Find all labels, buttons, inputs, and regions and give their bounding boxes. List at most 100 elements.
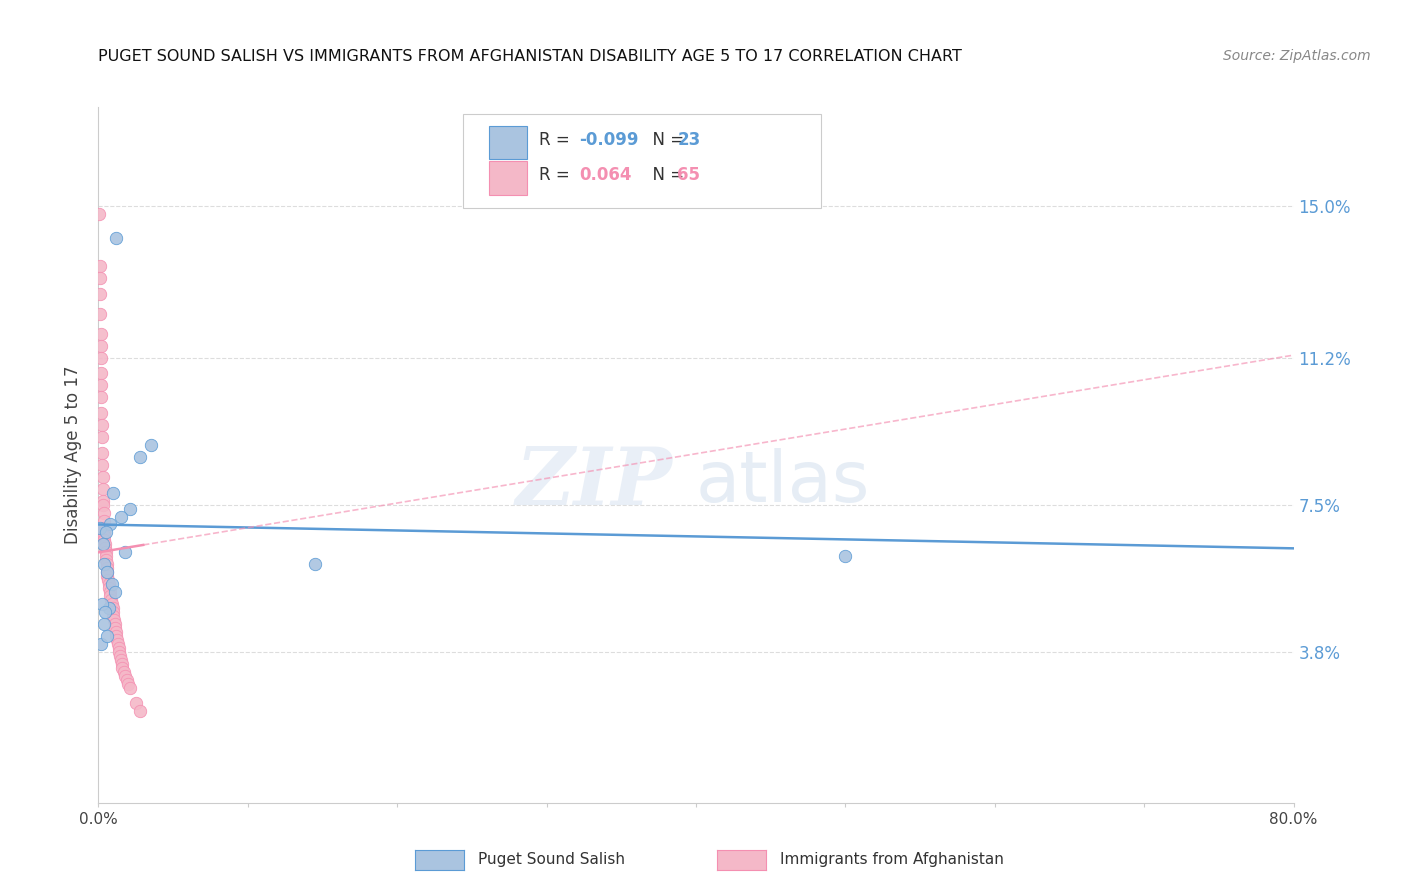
Text: 23: 23 [678, 131, 700, 149]
Point [90, 367, 112, 381]
Text: Puget Sound Salish: Puget Sound Salish [478, 853, 626, 867]
Point [91, 537, 114, 551]
Point [93, 525, 115, 540]
Point [98, 585, 121, 599]
Point [139, 438, 162, 452]
Point [90, 418, 112, 433]
Text: R =: R = [540, 131, 575, 149]
Point [94, 545, 117, 559]
Point [105, 632, 128, 647]
Point [104, 624, 127, 639]
Point [93, 506, 115, 520]
Point [96, 629, 118, 643]
Bar [489, 126, 527, 160]
Point [107, 640, 129, 655]
Point [104, 616, 127, 631]
Text: PUGET SOUND SALISH VS IMMIGRANTS FROM AFGHANISTAN DISABILITY AGE 5 TO 17 CORRELA: PUGET SOUND SALISH VS IMMIGRANTS FROM AF… [98, 49, 962, 64]
Point [91, 482, 114, 496]
Point [103, 605, 125, 619]
Point [97, 581, 120, 595]
Text: N =: N = [643, 166, 689, 184]
Point [96, 569, 118, 583]
Point [104, 585, 127, 599]
Text: Immigrants from Afghanistan: Immigrants from Afghanistan [780, 853, 1004, 867]
Point [103, 613, 125, 627]
Point [98, 589, 122, 603]
Text: Source: ZipAtlas.com: Source: ZipAtlas.com [1223, 49, 1371, 63]
Text: -0.099: -0.099 [579, 131, 638, 149]
Point [89, 207, 111, 221]
Point [110, 509, 132, 524]
Point [90, 390, 112, 404]
Point [114, 668, 136, 682]
Point [94, 605, 117, 619]
Point [89, 271, 111, 285]
Point [91, 470, 114, 484]
Point [90, 378, 112, 392]
Point [91, 493, 114, 508]
Point [90, 338, 112, 352]
Text: ZIP: ZIP [515, 444, 672, 522]
Point [112, 665, 135, 679]
Point [91, 597, 114, 611]
Point [96, 565, 118, 579]
Point [89, 259, 111, 273]
Point [110, 657, 132, 671]
Point [93, 558, 115, 572]
Point [89, 307, 111, 321]
Point [90, 351, 112, 365]
Point [103, 609, 125, 624]
Point [834, 549, 856, 564]
Point [94, 549, 117, 564]
Bar [489, 161, 527, 194]
Point [129, 704, 152, 718]
Point [93, 521, 115, 535]
Text: R =: R = [540, 166, 581, 184]
Point [94, 537, 117, 551]
Point [94, 541, 117, 556]
Point [107, 637, 129, 651]
Point [118, 501, 141, 516]
Point [91, 446, 114, 460]
Point [114, 545, 136, 559]
Point [104, 621, 127, 635]
Text: 65: 65 [678, 166, 700, 184]
Text: atlas: atlas [696, 449, 870, 517]
Point [101, 577, 124, 591]
Point [90, 406, 112, 420]
Point [117, 676, 139, 690]
Point [98, 517, 122, 532]
Point [101, 597, 124, 611]
Point [93, 533, 115, 548]
Point [97, 573, 120, 587]
Point [105, 231, 128, 245]
Point [91, 458, 114, 472]
Point [110, 653, 132, 667]
Point [93, 616, 115, 631]
Point [115, 673, 138, 687]
Point [89, 521, 111, 535]
Point [108, 648, 131, 663]
Point [89, 286, 111, 301]
Point [105, 629, 128, 643]
Point [91, 430, 114, 444]
Text: 0.064: 0.064 [579, 166, 631, 184]
Point [94, 553, 117, 567]
Point [94, 525, 117, 540]
Point [96, 565, 118, 579]
Point [100, 593, 122, 607]
Point [97, 601, 120, 615]
Point [129, 450, 152, 464]
Point [101, 601, 124, 615]
Point [90, 637, 112, 651]
FancyBboxPatch shape [463, 114, 821, 208]
Point [304, 558, 326, 572]
Point [108, 645, 131, 659]
Point [125, 697, 148, 711]
Point [118, 681, 141, 695]
Point [90, 326, 112, 341]
Point [93, 529, 115, 543]
Point [93, 514, 115, 528]
Point [96, 558, 118, 572]
Point [111, 660, 134, 674]
